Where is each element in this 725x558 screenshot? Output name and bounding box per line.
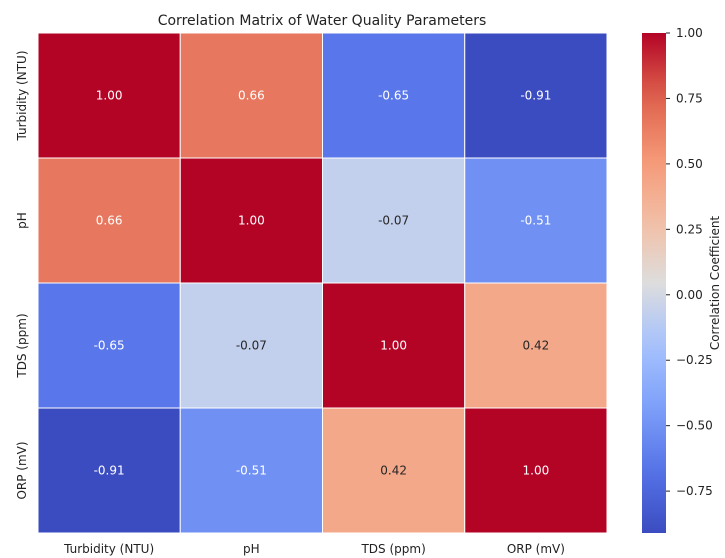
heatmap-cell — [322, 407, 466, 534]
chart-title: Correlation Matrix of Water Quality Para… — [158, 13, 487, 29]
colorbar-gradient — [642, 33, 666, 533]
cell-value-label: 1.00 — [380, 339, 407, 353]
heatmap-cells: 1.00 0.66 -0.65 -0.91 0.66 1.00 -0.07 -0.51 -0.6… — [37, 32, 608, 534]
colorbar-tick-label: 0.75 — [676, 91, 703, 105]
heatmap-cell — [322, 32, 466, 159]
row-label: Turbidity (NTU) — [15, 50, 29, 141]
colorbar-tick-label: −0.25 — [676, 353, 713, 367]
heatmap-cell — [37, 32, 181, 159]
column-label: pH — [243, 542, 260, 556]
colorbar-tick-label: 0.25 — [676, 222, 703, 236]
cell-value-label: -0.07 — [236, 339, 267, 353]
column-label: TDS (ppm) — [360, 542, 425, 556]
cell-value-label: -0.91 — [520, 89, 551, 103]
heatmap-cell — [37, 157, 181, 284]
colorbar-tick-label: 0.00 — [676, 288, 703, 302]
cell-value-label: 1.00 — [523, 464, 550, 478]
cell-value-label: -0.91 — [94, 464, 125, 478]
cell-value-label: -0.51 — [520, 214, 551, 228]
cell-value-label: -0.51 — [236, 464, 267, 478]
column-label: ORP (mV) — [507, 542, 565, 556]
colorbar: 1.00 0.75 0.50 0.25 0.00 −0.25 −0.50 −0.75 Corre… — [642, 26, 722, 533]
colorbar-tick-label: 0.50 — [676, 157, 703, 171]
column-labels: Turbidity (NTU) pH TDS (ppm) ORP (mV) — [63, 542, 565, 556]
cell-value-label: 1.00 — [238, 214, 265, 228]
heatmap-cell — [179, 282, 323, 409]
row-label: ORP (mV) — [15, 441, 29, 499]
heatmap-cell — [179, 157, 323, 284]
heatmap-cell — [37, 407, 181, 534]
cell-value-label: -0.65 — [378, 89, 409, 103]
colorbar-tick-label: 1.00 — [676, 26, 703, 40]
cell-value-label: 0.42 — [380, 464, 407, 478]
cell-value-label: 1.00 — [96, 89, 123, 103]
cell-value-label: 0.42 — [523, 339, 550, 353]
row-label: TDS (ppm) — [15, 313, 29, 378]
heatmap-cell — [464, 282, 608, 409]
cell-value-label: -0.07 — [378, 214, 409, 228]
colorbar-tick-label: −0.75 — [676, 484, 713, 498]
colorbar-label: Correlation Coefficient — [708, 216, 722, 351]
cell-value-label: -0.65 — [94, 339, 125, 353]
cell-value-label: 0.66 — [238, 89, 265, 103]
heatmap-cell — [464, 32, 608, 159]
colorbar-tick-label: −0.50 — [676, 419, 713, 433]
cell-value-label: 0.66 — [96, 214, 123, 228]
heatmap-cell — [179, 32, 323, 159]
row-label: pH — [15, 212, 29, 229]
heatmap-cell — [464, 157, 608, 284]
row-labels: Turbidity (NTU) pH TDS (ppm) ORP (mV) — [15, 50, 29, 499]
heatmap-cell — [464, 407, 608, 534]
column-label: Turbidity (NTU) — [63, 542, 154, 556]
heatmap-cell — [179, 407, 323, 534]
